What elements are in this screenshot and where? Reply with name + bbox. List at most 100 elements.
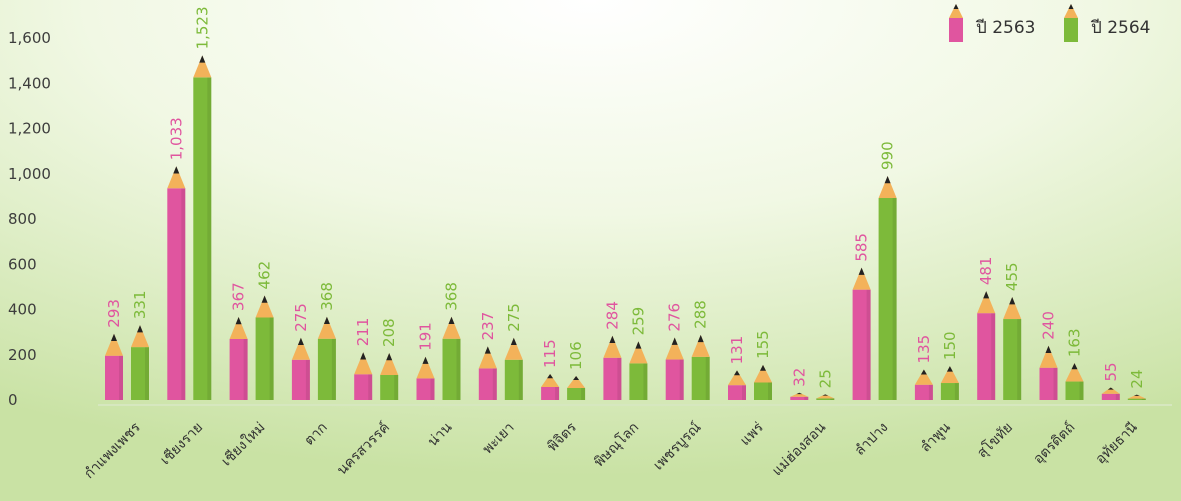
series-2564-bar xyxy=(317,338,336,400)
series-2563-pencil-tip xyxy=(728,370,746,386)
series-2563-legend-label: ปี 2563 xyxy=(975,18,1035,38)
series-2564-value-label: 259 xyxy=(629,307,647,336)
series-2563-bar xyxy=(354,374,373,400)
series-2563-pencil-lead xyxy=(920,369,927,375)
series-2563-pencil-tip xyxy=(603,335,622,358)
series-2564-value-label: 106 xyxy=(567,341,585,370)
series-2564-pencil-tip xyxy=(1127,394,1146,399)
series-2564-legend-lead xyxy=(1068,4,1074,9)
series-2564-bar xyxy=(131,347,149,400)
series-2564-value-label: 368 xyxy=(318,282,336,311)
series-2563-bar xyxy=(1101,393,1120,400)
series-2564-value-label: 275 xyxy=(505,303,523,332)
series-2563-bar xyxy=(416,378,435,400)
series-2564-bar xyxy=(1065,381,1084,400)
series-2564-bar xyxy=(816,398,835,400)
series-2563-bar xyxy=(229,338,248,400)
series-2563-pencil-lead xyxy=(422,356,429,364)
y-tick-label: 400 xyxy=(8,301,37,319)
series-2564-bar-shade xyxy=(394,374,399,400)
series-2563-value-label: 32 xyxy=(790,368,808,387)
series-2563-bar xyxy=(977,313,996,400)
series-2564-bar xyxy=(504,359,523,400)
series-2563-pencil-lead xyxy=(297,337,304,346)
series-2563-bar xyxy=(105,355,123,400)
bars xyxy=(105,55,1146,400)
series-2564-bar xyxy=(442,338,461,400)
series-2564-legend-label: ปี 2564 xyxy=(1090,18,1150,38)
series-2563-bar xyxy=(852,289,871,400)
series-2563-bar-shade xyxy=(1115,393,1120,400)
series-2563-pencil-lead xyxy=(1107,387,1114,390)
series-2564-pencil-lead xyxy=(822,394,829,396)
series-2563-bar-shade xyxy=(119,355,123,400)
series-2563-bar xyxy=(167,188,186,400)
series-2563-pencil-lead xyxy=(858,267,865,275)
series-2564-bar-shade xyxy=(1141,398,1146,400)
series-2563-pencil-lead xyxy=(235,316,242,325)
series-2564-pencil-tip xyxy=(1065,363,1084,382)
series-2564-value-label: 25 xyxy=(816,369,834,388)
series-2563-pencil-tip xyxy=(478,346,497,369)
y-tick-label: 600 xyxy=(8,255,37,273)
series-2563-pencil-lead xyxy=(983,291,990,299)
series-2563-bar-shade xyxy=(617,357,622,400)
series-2564-pencil-tip xyxy=(567,376,586,389)
series-2564-pencil-lead xyxy=(1009,297,1016,305)
series-2564-pencil-tip xyxy=(131,325,149,348)
y-tick-label: 0 xyxy=(8,391,18,409)
series-2563-pencil-lead xyxy=(547,373,554,379)
series-2564-bar-shade xyxy=(643,363,648,400)
series-2563-pencil-lead xyxy=(609,335,616,344)
series-2563-pencil-tip xyxy=(665,337,684,360)
series-2563-bar-shade xyxy=(555,386,560,400)
series-2564-bar-shade xyxy=(581,388,586,400)
series-2563-pencil-tip xyxy=(354,352,373,375)
series-2563-pencil-lead xyxy=(671,337,678,345)
series-2563-pencil-tip xyxy=(1101,387,1120,394)
series-2564-pencil-lead xyxy=(199,55,206,63)
y-tick-label: 1,200 xyxy=(8,120,51,138)
series-2563-pencil-tip xyxy=(291,337,310,360)
series-2563-pencil-lead xyxy=(796,392,803,395)
series-2563-bar-shade xyxy=(181,188,186,400)
series-2564-pencil-tip xyxy=(380,352,399,375)
series-2563-bar xyxy=(603,357,622,400)
series-2564-pencil-lead xyxy=(697,334,704,343)
series-2563-bar xyxy=(790,396,809,400)
series-2563-pencil-tip xyxy=(914,369,933,385)
series-2563-bar xyxy=(1039,367,1058,400)
series-2563-pencil-tip xyxy=(105,333,123,356)
series-2563-legend-swatch xyxy=(949,18,963,42)
series-2564-pencil-tip xyxy=(691,334,710,357)
series-2564-bar-shade xyxy=(145,347,149,400)
series-2563-pencil-lead xyxy=(360,352,367,360)
series-2564-bar xyxy=(629,363,648,400)
series-2564-bar-shade xyxy=(518,359,523,400)
series-2563-bar-shade xyxy=(991,313,996,400)
series-2564-value-label: 462 xyxy=(256,261,274,290)
series-2564-pencil-lead xyxy=(261,295,268,303)
series-2564-value-label: 288 xyxy=(692,300,710,329)
series-2563-pencil-tip xyxy=(167,166,186,189)
series-2564-bar-shade xyxy=(768,382,772,400)
series-2564-bar xyxy=(691,356,710,400)
series-2564-pencil-tip xyxy=(1003,297,1022,320)
series-2564-value-label: 208 xyxy=(380,318,398,347)
series-2564-bar xyxy=(1127,398,1146,400)
series-2564-bar-shade xyxy=(1017,319,1022,400)
series-2563-bar xyxy=(914,384,933,400)
series-2563-pencil-tip xyxy=(852,267,871,290)
series-2564-value-label: 331 xyxy=(131,290,149,319)
series-2564-pencil-tip xyxy=(754,364,772,383)
series-2564-value-label: 1,523 xyxy=(193,6,211,49)
series-2564-bar-shade xyxy=(892,198,897,400)
y-tick-label: 800 xyxy=(8,210,37,228)
series-2564-pencil-tip xyxy=(504,337,523,360)
series-2563-bar-shade xyxy=(742,385,746,400)
series-2563-value-label: 481 xyxy=(977,257,995,286)
series-2563-value-label: 293 xyxy=(105,299,123,328)
series-2563-pencil-tip xyxy=(541,373,560,387)
series-2563-bar-shade xyxy=(866,289,871,400)
